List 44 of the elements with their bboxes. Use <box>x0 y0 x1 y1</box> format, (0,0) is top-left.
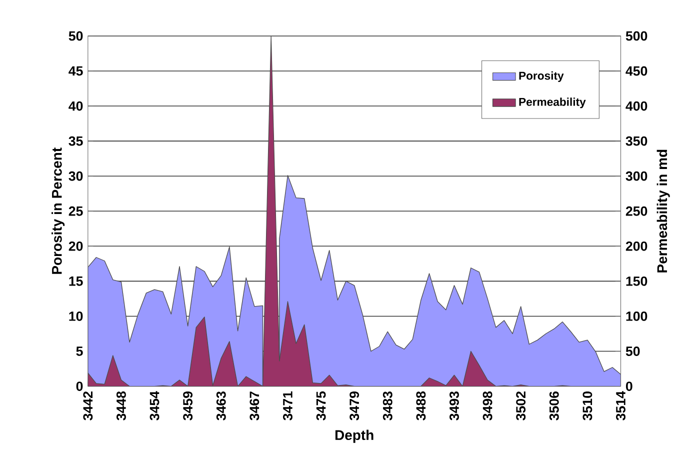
x-tick-label: 3463 <box>216 392 226 420</box>
y-tick-label: 50 <box>68 31 83 41</box>
x-tick-label: 3454 <box>150 391 160 420</box>
legend-label: Permeability <box>519 98 586 108</box>
y-tick-label: 15 <box>69 276 83 286</box>
legend-label: Porosity <box>519 71 564 82</box>
x-tick-label: 3502 <box>516 392 526 420</box>
y2-tick-label: 100 <box>626 312 648 321</box>
x-tick-label: 3467 <box>250 392 260 420</box>
y-axis-title: Porosity in Percent <box>52 148 65 274</box>
x-tick-label: 3475 <box>316 391 326 420</box>
y2-tick-label: 250 <box>626 206 648 216</box>
y-tick-label: 20 <box>68 242 83 251</box>
y-tick-label: 5 <box>76 346 83 356</box>
x-tick-label: 3483 <box>382 392 392 420</box>
x-tick-label: 3488 <box>416 391 426 420</box>
y-tick-label: 45 <box>68 66 83 76</box>
x-tick-label: 3506 <box>549 392 559 420</box>
x-axis-title: Depth <box>335 430 374 443</box>
y2-tick-label: 400 <box>626 101 648 111</box>
x-tick-label: 3493 <box>450 392 459 420</box>
y2-axis-title: Permeability in md <box>656 150 670 272</box>
y-tick-label: 30 <box>68 171 83 181</box>
y2-tick-label: 50 <box>626 346 640 356</box>
y2-tick-label: 450 <box>626 66 648 76</box>
x-tick-label: 3479 <box>350 392 360 420</box>
y2-tick-label: 0 <box>626 382 632 392</box>
x-tick-label: 3442 <box>83 392 93 420</box>
y2-tick-label: 200 <box>626 242 648 251</box>
x-tick-label: 3514 <box>616 391 626 420</box>
y2-tick-label: 500 <box>626 31 648 41</box>
y2-tick-label: 150 <box>626 276 648 286</box>
x-tick-label: 3498 <box>482 391 492 420</box>
y2-tick-label: 300 <box>626 171 648 181</box>
x-tick-label: 3459 <box>183 392 193 420</box>
y2-tick-label: 350 <box>626 136 648 146</box>
y-tick-label: 25 <box>68 206 83 216</box>
y-tick-label: 35 <box>68 136 83 146</box>
x-tick-label: 3448 <box>116 391 126 420</box>
y-tick-label: 0 <box>76 382 83 392</box>
x-tick-label: 3471 <box>283 391 292 420</box>
x-tick-label: 3510 <box>582 392 592 420</box>
y-tick-label: 40 <box>68 101 83 111</box>
y-tick-label: 10 <box>69 312 83 321</box>
